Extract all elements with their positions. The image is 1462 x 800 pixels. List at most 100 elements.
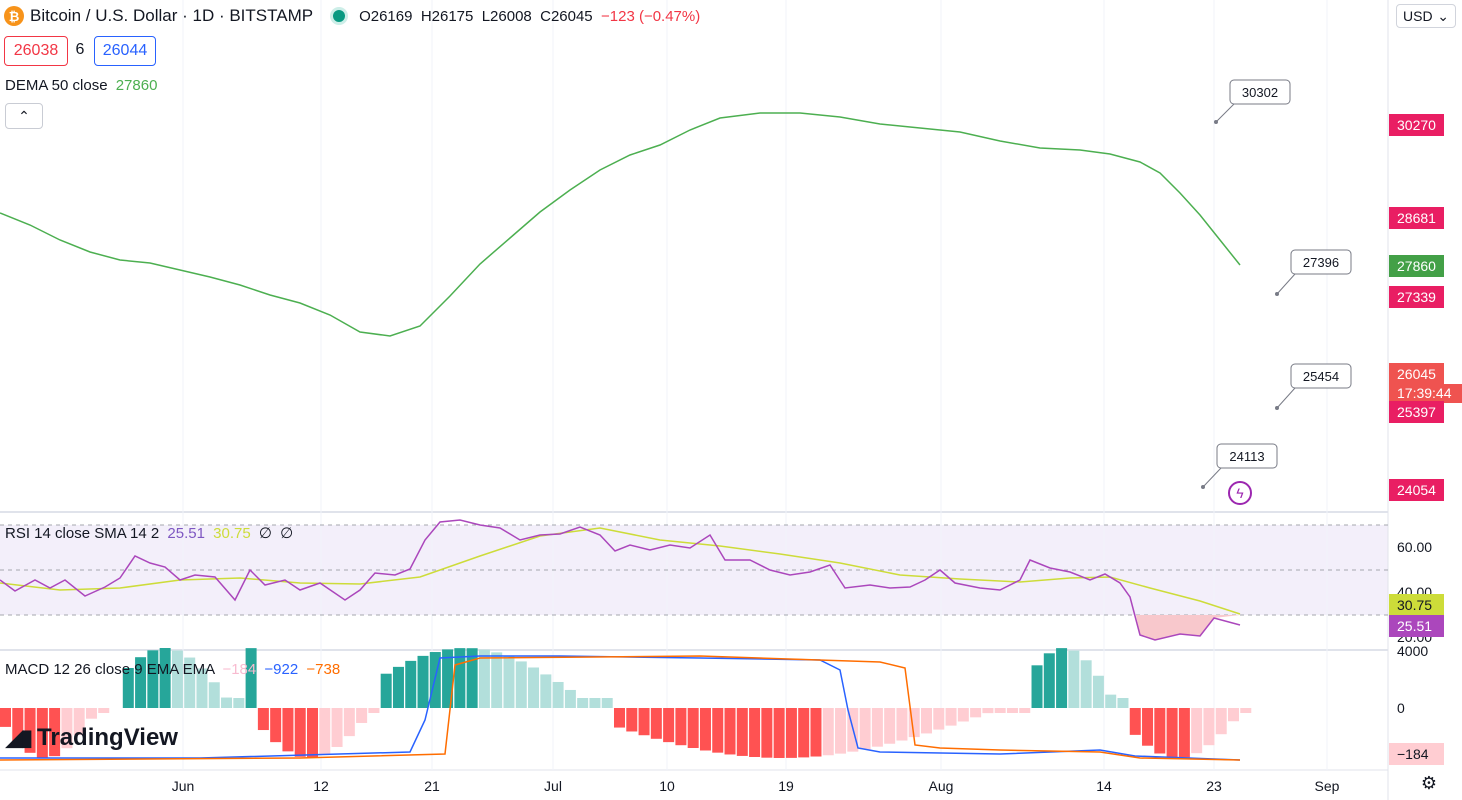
macd-histogram-bar	[368, 708, 380, 713]
rsi-value: 25.51	[167, 525, 205, 542]
macd-histogram-bar	[319, 708, 331, 755]
bitcoin-icon: ₿	[4, 6, 24, 26]
ohlc-readout: O26169 H26175 L26008 C26045 −123 (−0.47%…	[359, 8, 700, 25]
rsi-empty-2: ∅	[280, 525, 294, 542]
macd-histogram-bar	[564, 689, 576, 708]
macd-histogram-bar	[159, 648, 171, 708]
time-tick-label: 19	[778, 778, 794, 794]
macd-histogram-bar	[208, 682, 220, 708]
macd-histogram-bar	[503, 656, 515, 708]
macd-histogram-bar	[1080, 660, 1092, 708]
macd-histogram-bar	[1043, 653, 1055, 708]
dema-legend[interactable]: DEMA 50 close 27860	[5, 77, 157, 94]
macd-histogram-bar	[135, 657, 147, 708]
macd-histogram-bar	[233, 698, 245, 708]
macd-histogram-bar	[687, 708, 699, 749]
price-axis-label: 28681	[1397, 210, 1436, 226]
time-tick-label: Jul	[544, 778, 562, 794]
macd-histogram-bar	[1105, 694, 1117, 708]
macd-histogram-bar	[1056, 648, 1068, 708]
callout-label: 25454	[1303, 369, 1339, 384]
rsi-legend[interactable]: RSI 14 close SMA 14 2 25.51 30.75 ∅ ∅	[5, 524, 293, 542]
macd-histogram-bar	[196, 668, 208, 708]
tradingview-logo[interactable]: ◢▮ TradingView	[6, 724, 178, 752]
macd-histogram-bar	[724, 708, 736, 755]
macd-histogram-bar	[331, 708, 343, 747]
price-axis-label: 17:39:44	[1397, 385, 1452, 401]
price-label-bg	[1389, 207, 1444, 229]
macd-histogram-bar	[552, 681, 564, 708]
macd-signal-line	[0, 655, 1241, 761]
price-label-bg	[1389, 363, 1444, 385]
callout-box	[1290, 363, 1352, 389]
macd-hist-value: −184	[222, 661, 257, 678]
rsi-empty-1: ∅	[258, 525, 272, 542]
macd-histogram-bar	[1203, 708, 1215, 746]
lightning-icon[interactable]: ϟ	[1228, 481, 1252, 505]
buy-price-button[interactable]: 26044	[94, 36, 156, 66]
collapse-legend-button[interactable]: ⌃	[5, 103, 43, 129]
macd-histogram-bar	[24, 708, 36, 753]
callout-box	[1290, 249, 1352, 275]
macd-histogram-bar	[270, 708, 282, 743]
macd-histogram-bar	[478, 649, 490, 708]
price-axis-label: 24054	[1397, 482, 1436, 498]
dema-value: 27860	[115, 77, 158, 94]
price-label-bg	[1389, 401, 1444, 423]
macd-histogram-bar	[405, 660, 417, 708]
price-axis-label: 25397	[1397, 404, 1436, 420]
macd-histogram-bar	[577, 698, 589, 708]
time-tick-label: 14	[1096, 778, 1112, 794]
macd-histogram-bar	[380, 673, 392, 708]
macd-histogram-bar	[1178, 708, 1190, 758]
rsi-sma-axis-label: 30.75	[1397, 597, 1432, 613]
macd-histogram-bar	[589, 698, 601, 708]
gear-icon[interactable]: ⚙	[1420, 773, 1438, 793]
macd-legend[interactable]: MACD 12 26 close 9 EMA EMA −184 −922 −73…	[5, 661, 340, 678]
macd-histogram-bar	[61, 708, 73, 749]
macd-histogram-bar	[515, 661, 527, 708]
callout-box	[1229, 79, 1291, 105]
macd-histogram-bar	[638, 708, 650, 736]
callout-anchor	[1214, 120, 1218, 124]
currency-selector[interactable]: USD ⌄	[1396, 4, 1456, 28]
macd-histogram-bar	[884, 708, 896, 744]
macd-histogram-bar	[982, 708, 994, 714]
high-value: H26175	[420, 7, 474, 25]
callout-anchor	[1275, 292, 1279, 296]
dema-label: DEMA 50 close	[5, 77, 108, 94]
macd-histogram-bar	[1092, 675, 1104, 708]
macd-histogram-bar	[49, 708, 61, 757]
macd-histogram-bar	[73, 708, 85, 736]
sell-price-button[interactable]: 26038	[4, 36, 68, 66]
price-axis-label: 27339	[1397, 289, 1436, 305]
macd-histogram-bar	[785, 708, 797, 758]
macd-signal-value: −738	[306, 661, 341, 678]
macd-histogram-bar	[626, 708, 638, 732]
rsi-oversold-fill	[1136, 615, 1240, 640]
symbol-title[interactable]: Bitcoin / U.S. Dollar · 1D · BITSTAMP	[30, 6, 314, 25]
rsi-band-bg	[0, 525, 1388, 615]
macd-histogram-bar	[454, 648, 466, 708]
macd-histogram-bar	[257, 708, 269, 731]
macd-histogram-bar	[822, 708, 834, 756]
macd-histogram-bar	[85, 708, 97, 719]
symbol-header: ₿ Bitcoin / U.S. Dollar · 1D · BITSTAMP …	[0, 4, 700, 28]
macd-histogram-bar	[491, 652, 503, 708]
macd-histogram-bar	[1019, 708, 1031, 713]
macd-histogram-bar	[171, 650, 183, 708]
macd-line-value: −922	[264, 661, 299, 678]
macd-histogram-bar	[282, 708, 294, 752]
macd-histogram-bar	[540, 674, 552, 708]
currency-value: USD	[1403, 8, 1433, 24]
callout-anchor	[1275, 406, 1279, 410]
price-axis-label: 30270	[1397, 117, 1436, 133]
callout-pointer	[1276, 387, 1296, 409]
change-value: −123 (−0.47%)	[601, 7, 701, 25]
macd-histogram-bar	[835, 708, 847, 754]
chevron-down-icon: ⌄	[1437, 7, 1449, 24]
rsi-axis-label: 25.51	[1397, 618, 1432, 634]
callout-label: 30302	[1242, 85, 1278, 100]
time-tick-label: Aug	[929, 778, 954, 794]
